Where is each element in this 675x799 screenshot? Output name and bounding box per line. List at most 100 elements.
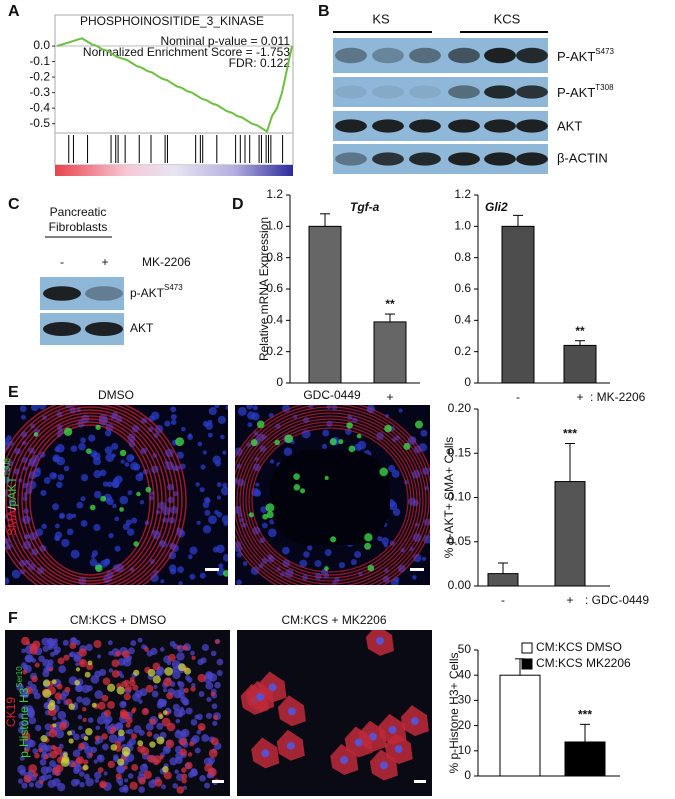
cell [74, 639, 81, 646]
cell [250, 439, 258, 447]
y-tick-label: -0.3 [29, 85, 50, 99]
image-title: CM:KCS + MK2206 [281, 613, 386, 627]
cell [174, 769, 179, 774]
y-tick-label: 0.8 [454, 250, 471, 264]
cell [222, 450, 227, 455]
cell [63, 654, 70, 661]
cell [52, 778, 61, 787]
cell [122, 650, 130, 658]
cell [162, 710, 168, 715]
cell [115, 650, 121, 657]
cell [87, 717, 94, 724]
cell [185, 761, 193, 770]
cell [47, 774, 52, 779]
cell [156, 722, 164, 730]
cell [185, 675, 191, 681]
cell [97, 654, 102, 659]
cell [303, 551, 310, 558]
cell [179, 730, 187, 737]
x-axis-label: : GDC-0449 [585, 593, 649, 607]
cell [181, 773, 188, 780]
nucleus [379, 761, 388, 770]
cell [248, 512, 254, 518]
treatment-label: MK-2206 [142, 255, 191, 269]
chart-title: PHOSPHOINOSITIDE_3_KINASE [80, 14, 264, 28]
cell [182, 700, 189, 706]
cell [38, 655, 45, 662]
cell [152, 662, 161, 671]
cell [34, 752, 40, 759]
cell [78, 725, 83, 731]
cell [247, 422, 253, 428]
cell [70, 778, 79, 787]
cell [93, 759, 98, 764]
cell [139, 500, 145, 505]
cell [66, 730, 73, 736]
cell [377, 536, 383, 542]
cell [367, 564, 375, 572]
cell [145, 684, 154, 693]
cell [27, 480, 37, 490]
nucleus [268, 683, 277, 692]
cell [181, 778, 187, 784]
cell [179, 709, 186, 716]
cell [95, 424, 101, 430]
cell [324, 475, 329, 481]
cell [124, 462, 130, 467]
cell [82, 764, 89, 771]
cell [119, 709, 128, 717]
cell [158, 714, 164, 720]
cell [151, 411, 160, 420]
cell [223, 521, 228, 526]
cell [379, 467, 388, 477]
cell [196, 520, 201, 525]
y-tick-label: 1.2 [266, 187, 283, 201]
cell [187, 434, 194, 440]
cell [282, 546, 290, 555]
annotation: Nominal p-value = 0.011 [160, 34, 290, 48]
cell [64, 686, 71, 693]
cell [42, 645, 49, 652]
cell [111, 670, 120, 678]
cell [197, 441, 203, 447]
blot-band [448, 85, 480, 99]
cell [22, 540, 32, 550]
cell [22, 669, 28, 675]
cell [21, 662, 27, 669]
cell [189, 741, 195, 747]
y-tick-label: 0.05 [448, 534, 472, 548]
cell [189, 546, 198, 555]
y-tick-label: -0.5 [29, 116, 50, 130]
cell [68, 738, 74, 744]
cell [108, 650, 114, 656]
cell [125, 722, 131, 728]
cell [138, 770, 144, 776]
cell [78, 442, 86, 451]
y-tick-label: -0.4 [29, 100, 50, 114]
cell [50, 745, 56, 750]
cell [131, 764, 139, 771]
significance: *** [578, 708, 592, 722]
panel-label: B [318, 3, 330, 20]
cell [55, 764, 64, 773]
y-tick-label: 0.00 [448, 578, 472, 592]
cell [74, 679, 80, 686]
cell [213, 715, 218, 720]
y-tick-label: -0.1 [29, 54, 50, 68]
cell [129, 455, 135, 460]
lumen [270, 450, 390, 545]
cell [307, 545, 313, 551]
cell [118, 729, 125, 737]
cell [56, 456, 65, 466]
cell [91, 550, 99, 557]
cell [175, 756, 183, 764]
cell [111, 453, 116, 458]
cell [129, 679, 136, 687]
stroma [5, 405, 187, 585]
blot-band [409, 119, 441, 133]
cell [138, 699, 143, 704]
stroma [245, 421, 415, 579]
blot-b: KS KCS P-AKTS473 P-AKTT308 AKT β-ACTIN [333, 11, 615, 174]
cell [150, 573, 159, 583]
